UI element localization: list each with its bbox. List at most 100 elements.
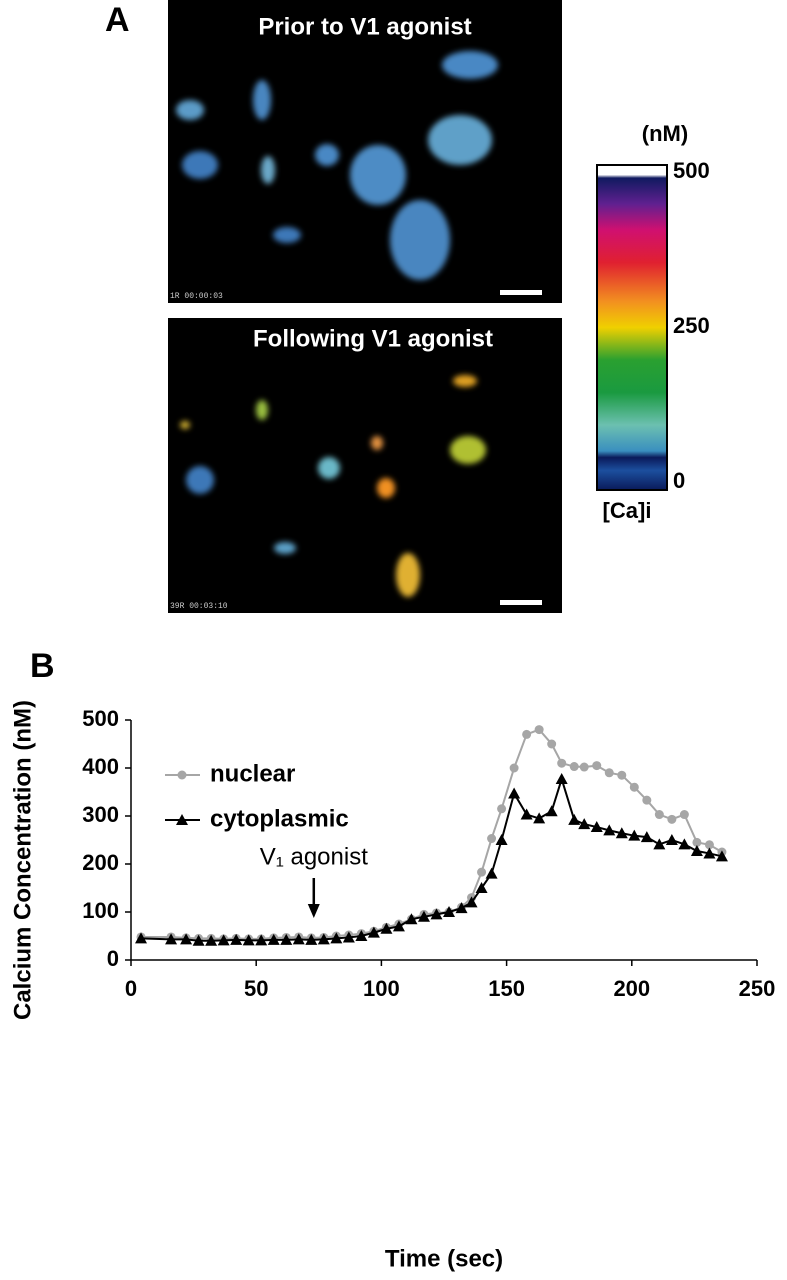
- marker: [443, 906, 456, 917]
- marker: [367, 926, 380, 938]
- marker: [292, 933, 305, 945]
- y-tick-label: 0: [107, 946, 119, 971]
- x-tick-label: 0: [125, 976, 137, 1001]
- marker: [603, 824, 616, 836]
- y-tick-label: 500: [82, 706, 119, 731]
- x-tick-label: 50: [244, 976, 268, 1001]
- marker: [477, 867, 487, 877]
- marker: [205, 934, 218, 946]
- marker: [615, 827, 628, 839]
- marker: [579, 762, 589, 772]
- marker: [578, 818, 591, 830]
- marker: [569, 762, 579, 772]
- marker: [509, 763, 519, 773]
- micrograph: [168, 318, 562, 613]
- marker: [267, 933, 280, 945]
- series-line: [140, 775, 723, 942]
- marker: [355, 930, 368, 941]
- annotation: V₁ agonist: [260, 843, 368, 870]
- colorbar-tick-label: 250: [673, 313, 710, 338]
- marker: [430, 908, 443, 920]
- legend-label: nuclear: [210, 760, 295, 787]
- scale-bar: [500, 600, 542, 605]
- marker: [475, 882, 488, 893]
- marker: [508, 787, 521, 799]
- y-tick-label: 300: [82, 802, 119, 827]
- marker: [280, 933, 293, 945]
- marker: [342, 931, 355, 943]
- legend-label: cytoplasmic: [210, 805, 349, 832]
- marker: [317, 933, 330, 945]
- marker: [640, 831, 653, 843]
- marker: [679, 810, 689, 820]
- marker: [690, 845, 703, 857]
- marker: [704, 840, 714, 850]
- marker: [380, 922, 393, 934]
- marker: [667, 814, 677, 824]
- colorbar-label: [Ca]i: [603, 498, 652, 523]
- colorbar-tick-label: 500: [673, 158, 710, 183]
- marker: [495, 834, 508, 845]
- panel-label: B: [30, 647, 55, 685]
- marker: [654, 810, 664, 820]
- image-title: Following V1 agonist: [253, 325, 493, 352]
- marker: [405, 913, 418, 925]
- cells: [176, 51, 498, 280]
- x-tick-label: 150: [488, 976, 525, 1001]
- marker: [653, 838, 666, 850]
- marker: [592, 761, 602, 771]
- marker: [520, 808, 533, 820]
- timestamp: 1R 00:00:03: [170, 292, 223, 301]
- marker: [192, 934, 205, 946]
- panel-label: A: [105, 1, 130, 39]
- timestamp: 39R 00:03:10: [170, 602, 228, 611]
- marker: [485, 867, 498, 879]
- marker: [217, 934, 230, 946]
- scale-bar: [500, 290, 542, 295]
- marker: [455, 902, 468, 914]
- marker: [534, 725, 544, 735]
- x-tick-label: 250: [739, 976, 776, 1001]
- marker: [497, 804, 507, 814]
- marker: [590, 821, 603, 833]
- marker: [617, 770, 627, 780]
- marker: [165, 933, 178, 945]
- image-title: Prior to V1 agonist: [258, 13, 471, 40]
- marker: [330, 932, 343, 944]
- x-axis-label: Time (sec): [385, 1245, 503, 1272]
- marker: [547, 739, 557, 749]
- marker: [545, 805, 558, 817]
- marker: [604, 768, 614, 778]
- marker: [305, 933, 318, 945]
- colorbar-tick-label: 0: [673, 468, 685, 493]
- marker: [629, 782, 639, 792]
- colorbar-unit: (nM): [642, 121, 688, 146]
- y-tick-label: 200: [82, 850, 119, 875]
- marker: [255, 934, 268, 946]
- marker: [703, 847, 716, 859]
- marker: [135, 932, 148, 944]
- marker: [230, 933, 243, 945]
- x-tick-label: 100: [363, 976, 400, 1001]
- marker: [533, 812, 546, 824]
- y-tick-label: 400: [82, 754, 119, 779]
- marker: [522, 729, 532, 739]
- y-tick-label: 100: [82, 898, 119, 923]
- marker: [692, 837, 702, 847]
- x-tick-label: 200: [613, 976, 650, 1001]
- legend-marker: [176, 814, 188, 825]
- marker: [555, 773, 568, 785]
- y-axis-label: Calcium Concentration (nM): [9, 700, 36, 1020]
- marker: [417, 910, 430, 922]
- marker: [557, 758, 567, 768]
- marker: [392, 920, 405, 932]
- marker: [180, 933, 193, 945]
- marker: [642, 795, 652, 805]
- annotation-arrowhead: [307, 904, 320, 918]
- marker: [242, 934, 255, 946]
- marker: [715, 850, 728, 862]
- marker: [628, 829, 641, 841]
- colorbar: [596, 164, 668, 491]
